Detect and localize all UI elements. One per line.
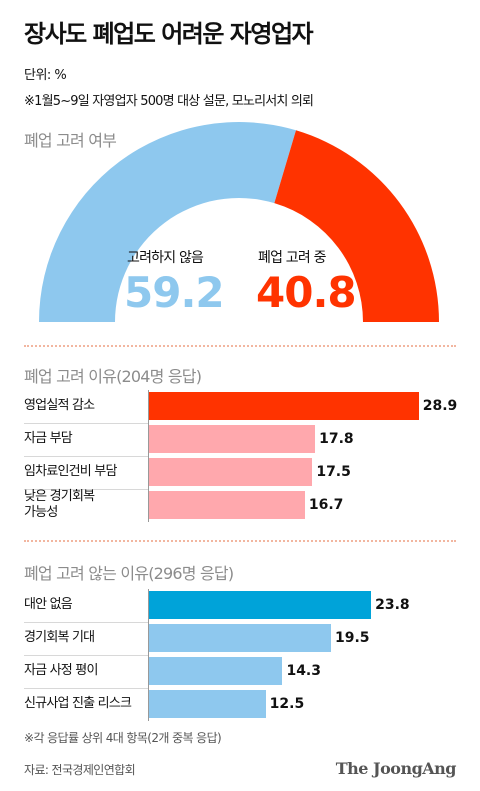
reasons-not-closing-value-label: 19.5: [335, 630, 370, 646]
reasons-closing-bar: [149, 491, 305, 519]
reasons-closing-category-label: 영업실적 감소: [24, 398, 95, 413]
reasons-closing-row-separator: [24, 489, 148, 490]
source-label: 자료: 전국경제인연합회: [24, 763, 136, 777]
gauge-section-title: 폐업 고려 여부: [24, 131, 117, 150]
reasons-closing-value-label: 28.9: [422, 398, 458, 414]
gauge-slice-not-considering: [39, 121, 297, 322]
reasons-not-closing-category-label: 자금 사정 평이: [24, 663, 98, 678]
reasons-not-closing-axis-line: [148, 589, 149, 721]
gauge-slice-considering: [274, 130, 439, 322]
gauge-value-not-considering: 59.2: [124, 268, 225, 317]
reasons-closing-axis-line: [148, 390, 149, 522]
reasons-not-closing-row-separator: [24, 688, 148, 689]
footnote: ※각 응답률 상위 4대 항목(2개 중복 응답): [24, 731, 222, 745]
publisher-logo: The JoongAng: [335, 759, 457, 778]
reasons-not-closing-title: 폐업 고려 않는 이유(296명 응답): [24, 564, 234, 583]
chart-title: 장사도 폐업도 어려운 자영업자: [24, 20, 314, 48]
gauge-label-considering: 폐업 고려 중: [258, 250, 326, 266]
reasons-not-closing-bar: [149, 624, 331, 652]
reasons-closing-value-label: 17.8: [319, 431, 354, 447]
reasons-closing-bar: [149, 425, 316, 453]
reasons-closing-category-label: 임차료인건비 부담: [24, 464, 117, 479]
reasons-not-closing-value-label: 12.5: [269, 696, 305, 712]
reasons-not-closing-row-separator: [24, 622, 148, 623]
reasons-not-closing-bar: [149, 591, 372, 619]
reasons-closing-value-label: 17.5: [316, 464, 351, 480]
reasons-closing-bar: [149, 392, 419, 420]
reasons-closing-row-separator: [24, 423, 148, 424]
reasons-not-closing-category-label: 신규사업 진출 리스크: [24, 696, 132, 711]
gauge-label-not-considering: 고려하지 않음: [127, 250, 204, 266]
reasons-closing-bar: [149, 458, 313, 486]
reasons-not-closing-value-label: 14.3: [286, 663, 321, 679]
reasons-closing-category-label: 자금 부담: [24, 431, 73, 446]
section-divider: [24, 345, 456, 347]
unit-label: 단위: %: [24, 68, 67, 83]
reasons-closing-category-label: 낮은 경기회복 가능성: [24, 489, 95, 520]
reasons-closing-title: 폐업 고려 이유(204명 응답): [24, 367, 202, 386]
reasons-not-closing-bar: [149, 690, 266, 718]
reasons-not-closing-category-label: 대안 없음: [24, 597, 73, 612]
survey-note: ※1월5~9일 자영업자 500명 대상 설문, 모노리서치 의뢰: [24, 94, 314, 109]
section-divider: [24, 540, 456, 542]
gauge-value-considering: 40.8: [256, 268, 357, 317]
reasons-closing-row-separator: [24, 456, 148, 457]
reasons-not-closing-value-label: 23.8: [375, 597, 410, 613]
reasons-not-closing-bar: [149, 657, 283, 685]
reasons-not-closing-row-separator: [24, 655, 148, 656]
reasons-closing-value-label: 16.7: [308, 497, 344, 513]
reasons-not-closing-category-label: 경기회복 기대: [24, 630, 95, 645]
